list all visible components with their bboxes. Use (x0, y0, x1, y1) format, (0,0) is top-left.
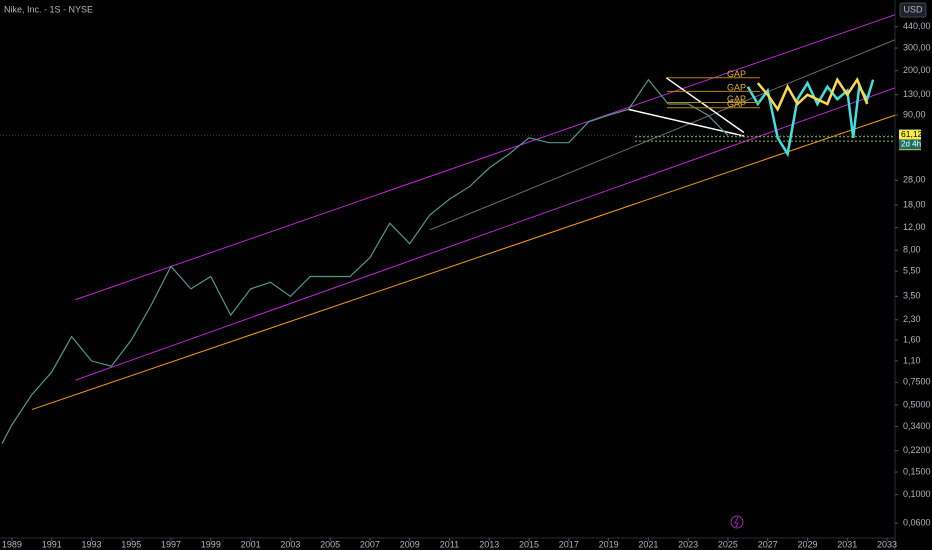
x-tick-label: 2003 (280, 539, 300, 549)
y-tick-label: 8,00 (903, 245, 921, 255)
x-tick-label: 2001 (241, 539, 261, 549)
x-tick-label: 2021 (638, 539, 658, 549)
x-tick-label: 2033 (877, 539, 897, 549)
y-tick-label: 18,00 (903, 199, 926, 209)
x-tick-label: 2015 (519, 539, 539, 549)
countdown: 2d 4h (901, 140, 921, 149)
x-tick-label: 1991 (42, 539, 62, 549)
x-tick-label: 2013 (479, 539, 499, 549)
y-tick-label: 300,00 (903, 42, 931, 52)
price-line (1, 78, 729, 444)
x-tick-label: 2017 (559, 539, 579, 549)
y-tick-label: 0,0600 (903, 518, 931, 528)
y-tick-label: 1,60 (903, 334, 921, 344)
trendline (75, 87, 896, 381)
x-tick-label: 2009 (400, 539, 420, 549)
gap-label: GAP (727, 69, 746, 79)
y-tick-label: 28,00 (903, 175, 926, 185)
x-tick-label: 2011 (440, 539, 459, 549)
y-tick-label: 3,50 (903, 291, 921, 301)
price-badge (899, 129, 921, 140)
x-tick-label: 1995 (121, 539, 141, 549)
gap-label: GAP (727, 99, 746, 109)
y-tick-label: 2,30 (903, 314, 921, 324)
y-tick-label: 90,00 (903, 110, 926, 120)
y-tick-label: 440,00 (903, 21, 931, 31)
event-icon-bolt (734, 516, 739, 528)
x-tick-label: 2005 (320, 539, 340, 549)
x-tick-label: 1997 (161, 539, 181, 549)
y-tick-label: 1,10 (903, 355, 921, 365)
x-tick-label: 1993 (81, 539, 101, 549)
trendline (75, 14, 896, 301)
x-tick-label: 2031 (837, 539, 857, 549)
y-tick-label: 5,50 (903, 266, 921, 276)
gap-label: GAP (727, 94, 746, 104)
trendline (31, 114, 896, 411)
currency: USD (903, 4, 923, 14)
x-tick-label: 2027 (758, 539, 778, 549)
y-tick-label: 200,00 (903, 65, 931, 75)
y-tick-label: 130,00 (903, 89, 931, 99)
x-tick-label: 2025 (718, 539, 738, 549)
x-tick-label: 1989 (2, 539, 22, 549)
currency-box[interactable] (899, 2, 927, 18)
y-tick-label: 0,3400 (903, 421, 931, 431)
y-tick-label: 0,1500 (903, 466, 931, 476)
countdown-badge (899, 139, 921, 150)
price-line (746, 79, 875, 158)
price-badge-label: 61,12 (901, 129, 923, 139)
x-tick-label: 1999 (201, 539, 221, 549)
y-tick-label: 0,5000 (903, 399, 931, 409)
trendline (665, 77, 745, 134)
y-tick-label: 12,00 (903, 222, 926, 232)
gap-label: GAP (727, 83, 746, 93)
x-tick-label: 2007 (360, 539, 380, 549)
y-tick-label: 0,1000 (903, 489, 931, 499)
x-tick-label: 2029 (797, 539, 817, 549)
y-tick-label: 0,7500 (903, 377, 931, 387)
price-line (756, 77, 869, 112)
trendline (429, 39, 896, 231)
x-tick-label: 2019 (599, 539, 619, 549)
y-tick-label: 0,2200 (903, 445, 931, 455)
chart-title: Nike, Inc. - 1S - NYSE (4, 4, 93, 14)
x-tick-label: 2023 (678, 539, 698, 549)
event-icon[interactable] (730, 515, 744, 529)
